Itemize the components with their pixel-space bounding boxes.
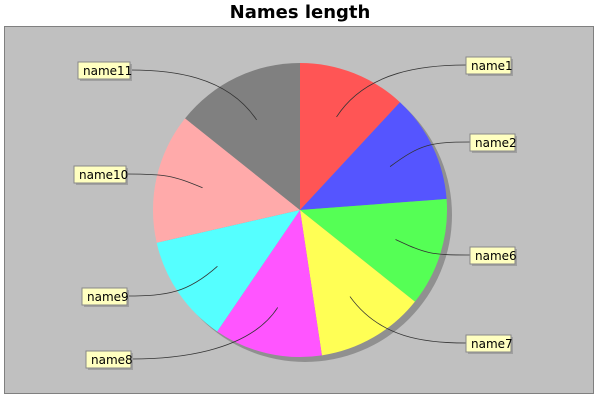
slice-label-name6: name6 (469, 246, 517, 266)
pie-slice-name9[interactable] (156, 210, 300, 332)
label-box (85, 350, 132, 369)
slice-label-name11: name11 (77, 61, 132, 81)
label-box (465, 56, 512, 75)
slice-label-name10: name10 (73, 165, 128, 185)
slice-label-text: name6 (475, 249, 517, 263)
slice-label-name8: name8 (85, 350, 133, 370)
slice-label-name2: name2 (469, 133, 517, 153)
label-box (465, 334, 512, 353)
leader-line-name7 (349, 296, 467, 344)
slice-label-text: name7 (471, 337, 513, 351)
pie-slice-name11[interactable] (185, 63, 300, 210)
slice-label-text: name11 (83, 64, 132, 78)
slice-label-text: name2 (475, 136, 517, 150)
label-box (469, 246, 516, 265)
leader-line-name10 (125, 173, 203, 189)
pie-slice-name10[interactable] (153, 118, 300, 243)
chart-title: Names length (229, 2, 371, 23)
leader-line-name2 (389, 141, 471, 167)
label-box (73, 165, 127, 184)
slice-label-text: name10 (79, 168, 128, 182)
pie-slice-name6[interactable] (300, 199, 448, 302)
slice-label-text: name9 (87, 290, 129, 304)
label-box (77, 61, 131, 80)
leader-line-name6 (395, 239, 471, 256)
slice-label-name9: name9 (81, 287, 129, 307)
label-box (469, 133, 516, 152)
leader-line-name8 (130, 307, 279, 360)
leader-line-name11 (129, 69, 257, 121)
leader-line-name9 (126, 266, 218, 297)
slice-label-text: name1 (471, 59, 513, 73)
pie-slice-name7[interactable] (300, 210, 415, 356)
label-box (81, 287, 128, 306)
pie-slice-name2[interactable] (300, 102, 447, 210)
pie-slice-name8[interactable] (217, 210, 322, 358)
pie-slice-name1[interactable] (300, 63, 400, 210)
slice-label-name7: name7 (465, 334, 513, 354)
leader-line-name1 (336, 64, 467, 118)
slice-label-name1: name1 (465, 56, 513, 76)
slice-label-text: name8 (91, 353, 133, 367)
